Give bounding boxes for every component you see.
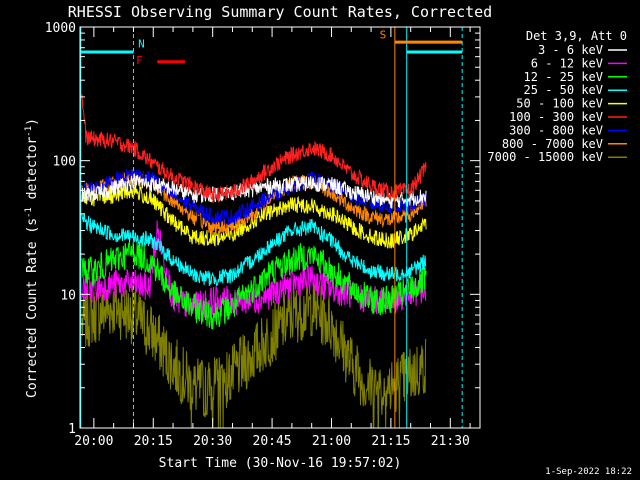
legend-label: 50 - 100 keV	[516, 97, 603, 111]
series-line	[81, 184, 427, 249]
flag-label: N	[138, 38, 145, 51]
x-axis-label: Start Time (30-Nov-16 19:57:02)	[159, 456, 402, 471]
series-line	[81, 240, 427, 330]
y-axis-label: Corrected Count Rate (s-1 detector-1)	[24, 118, 40, 398]
flag-label: S	[380, 29, 387, 42]
legend-label: 100 - 300 keV	[509, 110, 603, 124]
y-tick-label: 100	[53, 155, 76, 170]
legend-label: 300 - 800 keV	[509, 123, 603, 137]
axes: 1 10 100 1000 20:00 20:15 20:30 20:45 21:00 21:15…	[45, 21, 481, 449]
series-line	[81, 280, 427, 429]
plot-frame	[79, 26, 481, 429]
x-tick-label: 20:15	[134, 434, 173, 449]
y-tick-label: 1000	[45, 21, 76, 36]
series-line	[81, 94, 427, 204]
legend-header: Det 3,9, Att 0	[526, 29, 627, 43]
legend-label: 7000 - 15000 keV	[487, 150, 603, 164]
y-tick-label: 1	[68, 422, 76, 437]
x-tick-label: 20:00	[74, 434, 113, 449]
chart-title: RHESSI Observing Summary Count Rates, Co…	[68, 3, 492, 21]
x-tick-label: 21:00	[312, 434, 351, 449]
series-line	[81, 213, 427, 286]
legend-label: 6 - 12 keV	[531, 56, 603, 70]
x-tick-label: 21:30	[431, 434, 470, 449]
x-tick-label: 20:30	[193, 434, 232, 449]
flag-label: F	[136, 54, 143, 67]
legend-label: 800 - 7000 keV	[502, 137, 603, 151]
flag-markers: NF S	[80, 27, 463, 428]
x-tick-label: 21:15	[371, 434, 410, 449]
y-tick-label: 10	[60, 288, 76, 303]
x-tick-label: 20:45	[253, 434, 292, 449]
footer-timestamp: 1-Sep-2022 18:22	[545, 467, 632, 477]
legend-label: 25 - 50 keV	[524, 83, 603, 97]
legend-label: 3 - 6 keV	[538, 43, 603, 57]
series-group	[81, 94, 427, 429]
legend-label: 12 - 25 keV	[524, 70, 603, 84]
